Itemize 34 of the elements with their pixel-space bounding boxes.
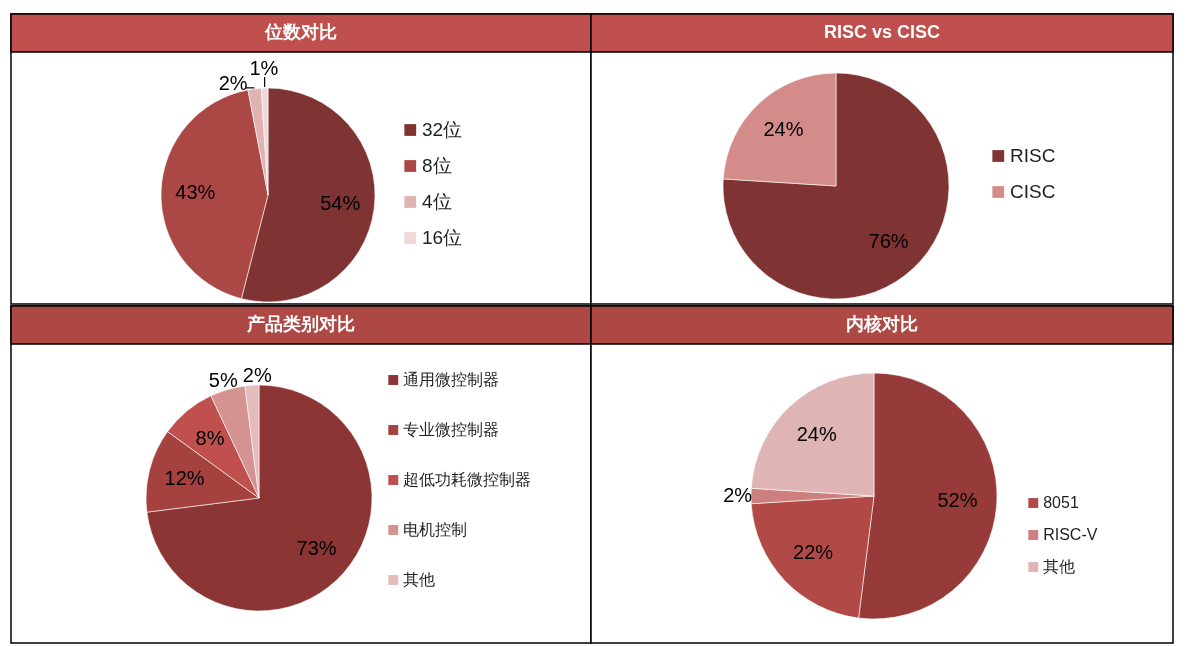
data-label: 2% <box>723 484 753 506</box>
data-label: 1% <box>249 57 279 80</box>
chart-title: 内核对比 <box>846 314 918 334</box>
data-label: 8% <box>195 426 225 449</box>
legend-label: 专业微控制器 <box>403 421 500 438</box>
data-label: 52% <box>937 489 978 512</box>
data-label: 43% <box>175 180 216 203</box>
data-label: 76% <box>868 230 909 253</box>
data-label: 73% <box>296 536 337 559</box>
legend-label: CISC <box>1010 181 1056 202</box>
data-label: 22% <box>793 541 834 564</box>
legend-label: 8051 <box>1043 494 1079 511</box>
data-label: 5% <box>208 368 238 391</box>
legend-label: 16位 <box>422 227 463 248</box>
data-label: 12% <box>164 466 205 489</box>
chart-title: 产品类别对比 <box>246 314 355 334</box>
legend-label: 4位 <box>422 191 452 212</box>
pie-slice <box>722 72 950 300</box>
legend-label: RISC <box>1010 145 1056 166</box>
data-label: 24% <box>796 423 837 446</box>
data-label: 2% <box>242 364 272 387</box>
chart-title: 位数对比 <box>264 22 337 42</box>
legend-label: 超低功耗微控制器 <box>403 471 532 488</box>
legend-label: 32位 <box>422 119 463 140</box>
legend-label: 其他 <box>1043 558 1076 575</box>
legend-label: RISC-V <box>1043 526 1098 543</box>
legend-label: 8位 <box>422 155 452 176</box>
legend-label: 电机控制 <box>403 521 468 538</box>
data-label: 2% <box>218 71 248 94</box>
chart-title: RISC vs CISC <box>823 22 941 42</box>
legend-label: 通用微控制器 <box>403 371 500 388</box>
data-label: 54% <box>320 192 361 215</box>
data-label: 24% <box>763 117 804 140</box>
legend-label: 其他 <box>403 571 436 588</box>
